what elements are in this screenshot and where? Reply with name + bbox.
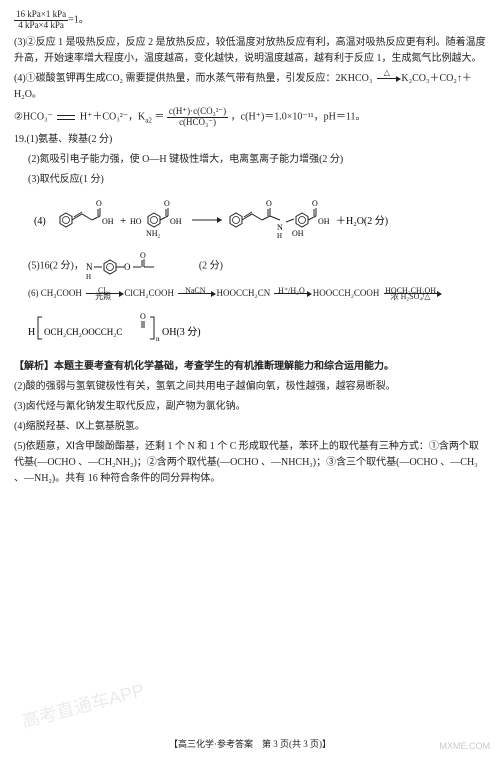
q19-2: (2)氮吸引电子能力强，使 O—H 键极性增大，电离氢离子能力增强(2 分) bbox=[28, 152, 486, 168]
svg-text:O: O bbox=[124, 262, 131, 272]
svg-text:OH: OH bbox=[318, 217, 330, 226]
p4-2: ②HCO₃⁻ H⁺＋CO₃²⁻，Ka2 ＝ c(H⁺)·c(CO₃²⁻) c(H… bbox=[14, 107, 486, 128]
ka-fraction: c(H⁺)·c(CO₃²⁻) c(HCO₃⁻) bbox=[167, 107, 228, 128]
svg-text:HO: HO bbox=[130, 217, 142, 226]
p4-1: (4)①碳酸氢钾再生成CO₂ 需要提供热量，而水蒸气带有热量，引发反应：2KHC… bbox=[14, 71, 486, 103]
svg-text:N: N bbox=[86, 262, 93, 272]
svg-text:OH: OH bbox=[292, 229, 304, 238]
svg-text:O: O bbox=[96, 199, 102, 208]
analysis-5: (5)依题意，Ⅺ含甲酸酚酯基，还剩 1 个 N 和 1 个 C 形成取代基，苯环… bbox=[14, 439, 486, 487]
arrow4-below: 浓 H₂SO₄/△ bbox=[391, 288, 431, 306]
arrow3-above: H⁺/H₂O bbox=[278, 282, 305, 300]
arrow-triangle: △ bbox=[377, 78, 397, 79]
svg-text:OH(3 分): OH(3 分) bbox=[162, 326, 201, 338]
svg-text:n: n bbox=[156, 335, 160, 343]
p4-2b: H⁺＋CO₃²⁻，K bbox=[80, 111, 145, 122]
svg-text:+: + bbox=[120, 215, 126, 227]
arrow-1: Cl₂ 光照 bbox=[86, 293, 120, 294]
svg-text:O: O bbox=[140, 312, 146, 321]
arrow-2: NaCN bbox=[178, 293, 212, 294]
svg-text:H: H bbox=[86, 273, 91, 280]
svg-text:O: O bbox=[140, 252, 146, 260]
frac-tail: =1。 bbox=[68, 15, 89, 26]
reaction4-svg: (4) O OH + HO NH₂ O OH bbox=[34, 192, 474, 248]
analysis-4: (4)缩脱羟基、Ⅸ上氨基脱氢。 bbox=[14, 419, 486, 435]
arrow2-above: NaCN bbox=[185, 282, 205, 300]
frac-den: 4 kPa×4 kPa bbox=[14, 21, 68, 31]
svg-text:O: O bbox=[312, 199, 318, 208]
svg-text:NH₂: NH₂ bbox=[146, 229, 161, 238]
p3-2: (3)②反应 1 是吸热反应，反应 2 是放热反应，较低温度对放热反应有利，高温… bbox=[14, 35, 486, 67]
q19-6-s4: HOOCCH₂COOH bbox=[313, 288, 380, 298]
p4-2d: ，c(H⁺)＝1.0×10⁻¹¹，pH＝11。 bbox=[231, 111, 366, 122]
eq-top-fraction: 16 kPa×1 kPa 4 kPa×4 kPa =1。 bbox=[14, 10, 486, 31]
ka-den: c(HCO₃⁻) bbox=[167, 118, 228, 128]
q19-3: (3)取代反应(1 分) bbox=[28, 172, 486, 188]
arrow-4: HOCH₂CH₂OH 浓 H₂SO₄/△ bbox=[384, 293, 438, 294]
p4-2a: ②HCO₃⁻ bbox=[14, 111, 53, 122]
q19-5-structure: N H O O bbox=[86, 252, 196, 280]
q19-5a: (5)16(2 分)， bbox=[28, 260, 84, 271]
q19-6-s2: ClCH₂COOH bbox=[124, 288, 174, 298]
svg-text:N: N bbox=[277, 223, 283, 232]
triangle-icon: △ bbox=[384, 67, 390, 80]
svg-text:H: H bbox=[28, 327, 35, 338]
svg-text:O: O bbox=[266, 199, 272, 208]
q19-5b: (2 分) bbox=[199, 260, 223, 271]
page-footer: 【高三化学·参考答案 第 3 页(共 3 页)】 bbox=[0, 737, 500, 751]
p4-2c: ＝ bbox=[154, 111, 164, 122]
svg-text:OH: OH bbox=[170, 217, 182, 226]
q19-6-s1: (6) CH₃COOH bbox=[28, 288, 82, 298]
svg-text:H: H bbox=[277, 232, 282, 240]
svg-text:O: O bbox=[164, 199, 170, 208]
polymer-svg: H OCH₂CH₂OOCCH₂C O n OH(3 分) bbox=[28, 309, 228, 345]
p4-1a: (4)①碳酸氢钾再生成CO₂ 需要提供热量，而水蒸气带有热量，引发反应：2KHC… bbox=[14, 73, 375, 84]
q19-6-s3: HOOCCH₂CN bbox=[217, 288, 271, 298]
fraction: 16 kPa×1 kPa 4 kPa×4 kPa bbox=[14, 10, 68, 31]
equilibrium-arrow-icon bbox=[55, 113, 77, 121]
svg-text:OH: OH bbox=[102, 217, 114, 226]
q19-4-tail: ＋H₂O(2 分) bbox=[336, 215, 388, 227]
analysis-title: 【解析】本题主要考查有机化学基础，考查学生的有机推断理解能力和综合运用能力。 bbox=[14, 359, 486, 375]
q19-6-polymer: H OCH₂CH₂OOCCH₂C O n OH(3 分) bbox=[28, 309, 486, 351]
q19-4-label: (4) bbox=[34, 216, 46, 227]
analysis-3: (3)卤代烃与氰化钠发生取代反应，副产物为氯化钠。 bbox=[14, 399, 486, 415]
arrow-3: H⁺/H₂O bbox=[274, 293, 308, 294]
arrow1-below: 光照 bbox=[95, 288, 111, 306]
q19-1: 19.(1)氨基、羧基(2 分) bbox=[14, 132, 486, 148]
analysis-2: (2)酸的强弱与氢氧键极性有关，氢氧之间共用电子越偏向氧，极性越强，越容易断裂。 bbox=[14, 379, 486, 395]
q19-5: (5)16(2 分)， N H O O (2 分) bbox=[28, 252, 486, 280]
svg-text:OCH₂CH₂OOCCH₂C: OCH₂CH₂OOCCH₂C bbox=[44, 327, 122, 337]
q19-6-reaction: (6) CH₃COOH Cl₂ 光照 ClCH₂COOH NaCN HOOCCH… bbox=[28, 284, 486, 304]
q19-4-reaction: (4) O OH + HO NH₂ O OH bbox=[34, 192, 486, 248]
ka2-sub: a2 bbox=[145, 116, 152, 124]
watermark-app: 高考直通车APP bbox=[18, 676, 147, 736]
